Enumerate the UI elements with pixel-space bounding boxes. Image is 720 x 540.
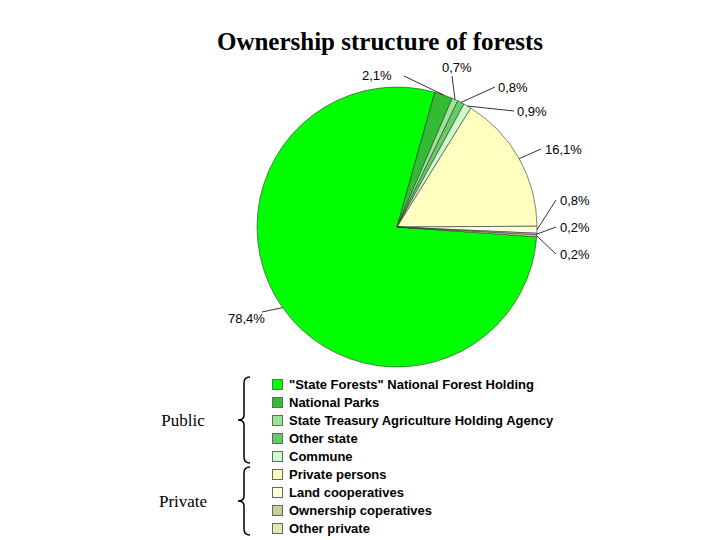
svg-text:78,4%: 78,4% <box>228 311 265 326</box>
svg-text:2,1%: 2,1% <box>362 68 392 83</box>
svg-text:16,1%: 16,1% <box>545 142 582 157</box>
html-text:"State Forests" National Fores: "State Forests" National Forest Holding <box>289 376 534 392</box>
html-text:Ownership structure of forests: Ownership structure of forests <box>216 28 544 55</box>
html-text:National Parks: National Parks <box>289 394 380 410</box>
html-text:Ownership coperatives: Ownership coperatives <box>289 502 433 518</box>
svg-text:0,9%: 0,9% <box>517 104 547 119</box>
svg-text:0,7%: 0,7% <box>442 60 472 75</box>
svg-text:Public: Public <box>161 411 205 430</box>
html-text:Other private: Other private <box>289 520 370 536</box>
svg-text:0,2%: 0,2% <box>560 247 590 262</box>
html-text:State Treasury Agriculture Hol: State Treasury Agriculture Holding Agenc… <box>289 412 554 428</box>
svg-text:0,2%: 0,2% <box>560 220 590 235</box>
svg-text:0,8%: 0,8% <box>560 193 590 208</box>
html-text:Land cooperatives: Land cooperatives <box>289 484 404 500</box>
html-text:Private persons: Private persons <box>289 466 387 482</box>
html-text:Commune: Commune <box>289 448 353 464</box>
svg-text:0,8%: 0,8% <box>498 80 528 95</box>
svg-text:Private: Private <box>159 492 207 511</box>
html-text:Other state: Other state <box>289 430 358 446</box>
